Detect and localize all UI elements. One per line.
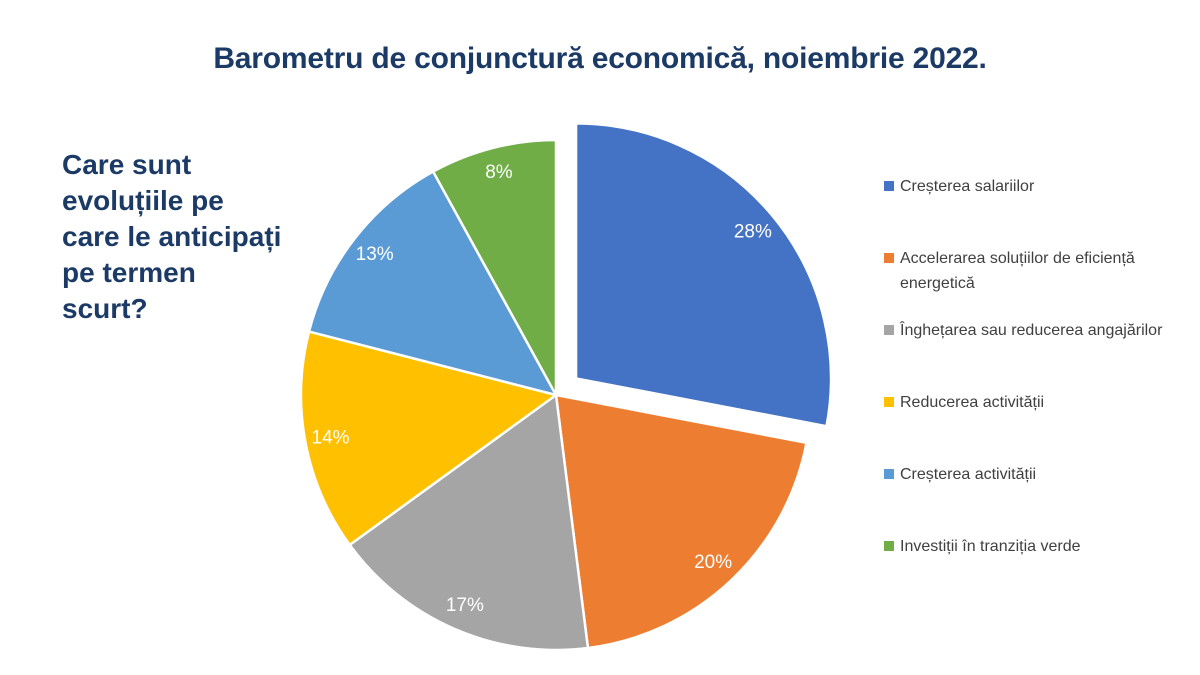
legend-item: Reducerea activității	[884, 390, 1176, 462]
pie-slice-5	[431, 138, 558, 397]
legend-swatch	[884, 325, 894, 335]
legend-label: Investiții în tranziția verde	[900, 538, 1081, 555]
legend-swatch	[884, 181, 894, 191]
legend: Creșterea salariilor Accelerarea soluții…	[884, 174, 1176, 606]
pie-data-label: 14%	[312, 428, 350, 449]
pie-slice-4	[307, 170, 558, 397]
legend-item: Creșterea activității	[884, 462, 1176, 534]
pie-slice-0	[574, 122, 833, 428]
legend-swatch	[884, 541, 894, 551]
pie-chart: 28% 20% 17% 14% 13% 8%	[299, 122, 833, 652]
pie-slice-3	[299, 330, 558, 547]
legend-label: Reducerea activității	[900, 394, 1045, 411]
survey-question: Care sunt evoluțiile pe care le anticipa…	[62, 149, 282, 324]
pie-data-label: 28%	[734, 222, 772, 243]
legend-swatch	[884, 253, 894, 263]
pie-data-label: 20%	[694, 552, 732, 573]
legend-item: Investiții în tranziția verde	[884, 534, 1176, 606]
legend-item: Accelerarea soluțiilor de eficiență ener…	[884, 246, 1176, 318]
legend-swatch	[884, 397, 894, 407]
legend-label: Accelerarea soluțiilor de eficiență ener…	[900, 250, 1135, 292]
legend-label: Creșterea activității	[900, 466, 1037, 483]
legend-item: Înghețarea sau reducerea angajărilor	[884, 318, 1176, 390]
legend-item: Creșterea salariilor	[884, 174, 1176, 246]
legend-label: Creșterea salariilor	[900, 178, 1035, 195]
legend-label: Înghețarea sau reducerea angajărilor	[900, 322, 1163, 339]
pie-slice-2	[348, 393, 590, 652]
pie-data-label: 13%	[356, 244, 394, 265]
pie-data-label: 8%	[485, 162, 513, 183]
chart-title: Barometru de conjunctură economică, noie…	[213, 42, 987, 75]
pie-slice-1	[554, 393, 808, 650]
legend-swatch	[884, 469, 894, 479]
pie-data-label: 17%	[446, 595, 484, 616]
